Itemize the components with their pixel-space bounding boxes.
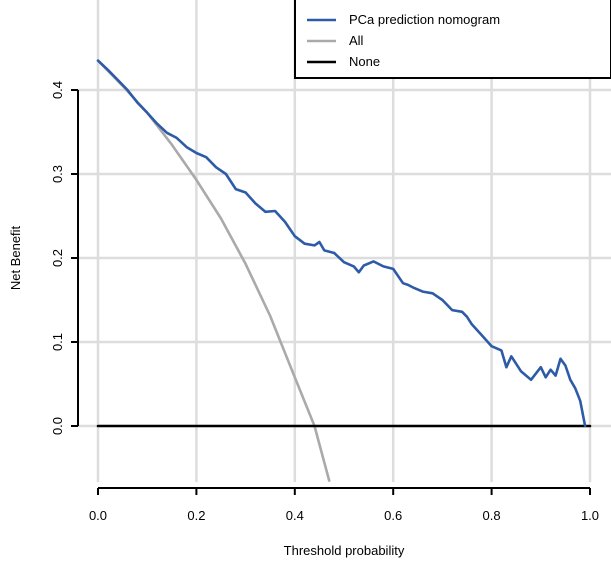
- y-tick-label: 0.4: [50, 81, 65, 99]
- y-axis-label: Net Benefit: [8, 225, 23, 290]
- x-tick-label: 0.6: [384, 508, 402, 523]
- x-tick-label: 0.0: [89, 508, 107, 523]
- x-tick-label: 0.2: [187, 508, 205, 523]
- legend-label-none: None: [349, 54, 380, 69]
- y-tick-label: 0.3: [50, 165, 65, 183]
- y-tick-label: 0.1: [50, 333, 65, 351]
- x-tick-label: 0.4: [286, 508, 304, 523]
- legend-label-all: All: [349, 33, 364, 48]
- y-tick-label: 0.0: [50, 417, 65, 435]
- x-axis-label: Threshold probability: [284, 543, 405, 558]
- axes: 0.0 0.1 0.2 0.3 0.4 0.0 0.2 0.4 0.6 0.8 1.0: [50, 81, 599, 523]
- series-lines: [96, 59, 592, 482]
- series-line-pca-prediction-nomogram: [96, 59, 587, 428]
- x-tick-label: 0.8: [483, 508, 501, 523]
- legend-box: [294, 0, 611, 79]
- y-tick-label: 0.2: [50, 249, 65, 267]
- x-tick-label: 1.0: [581, 508, 599, 523]
- legend-label-pca-prediction-nomogram: PCa prediction nomogram: [349, 12, 500, 27]
- legend: PCa prediction nomogram All None: [294, 0, 611, 79]
